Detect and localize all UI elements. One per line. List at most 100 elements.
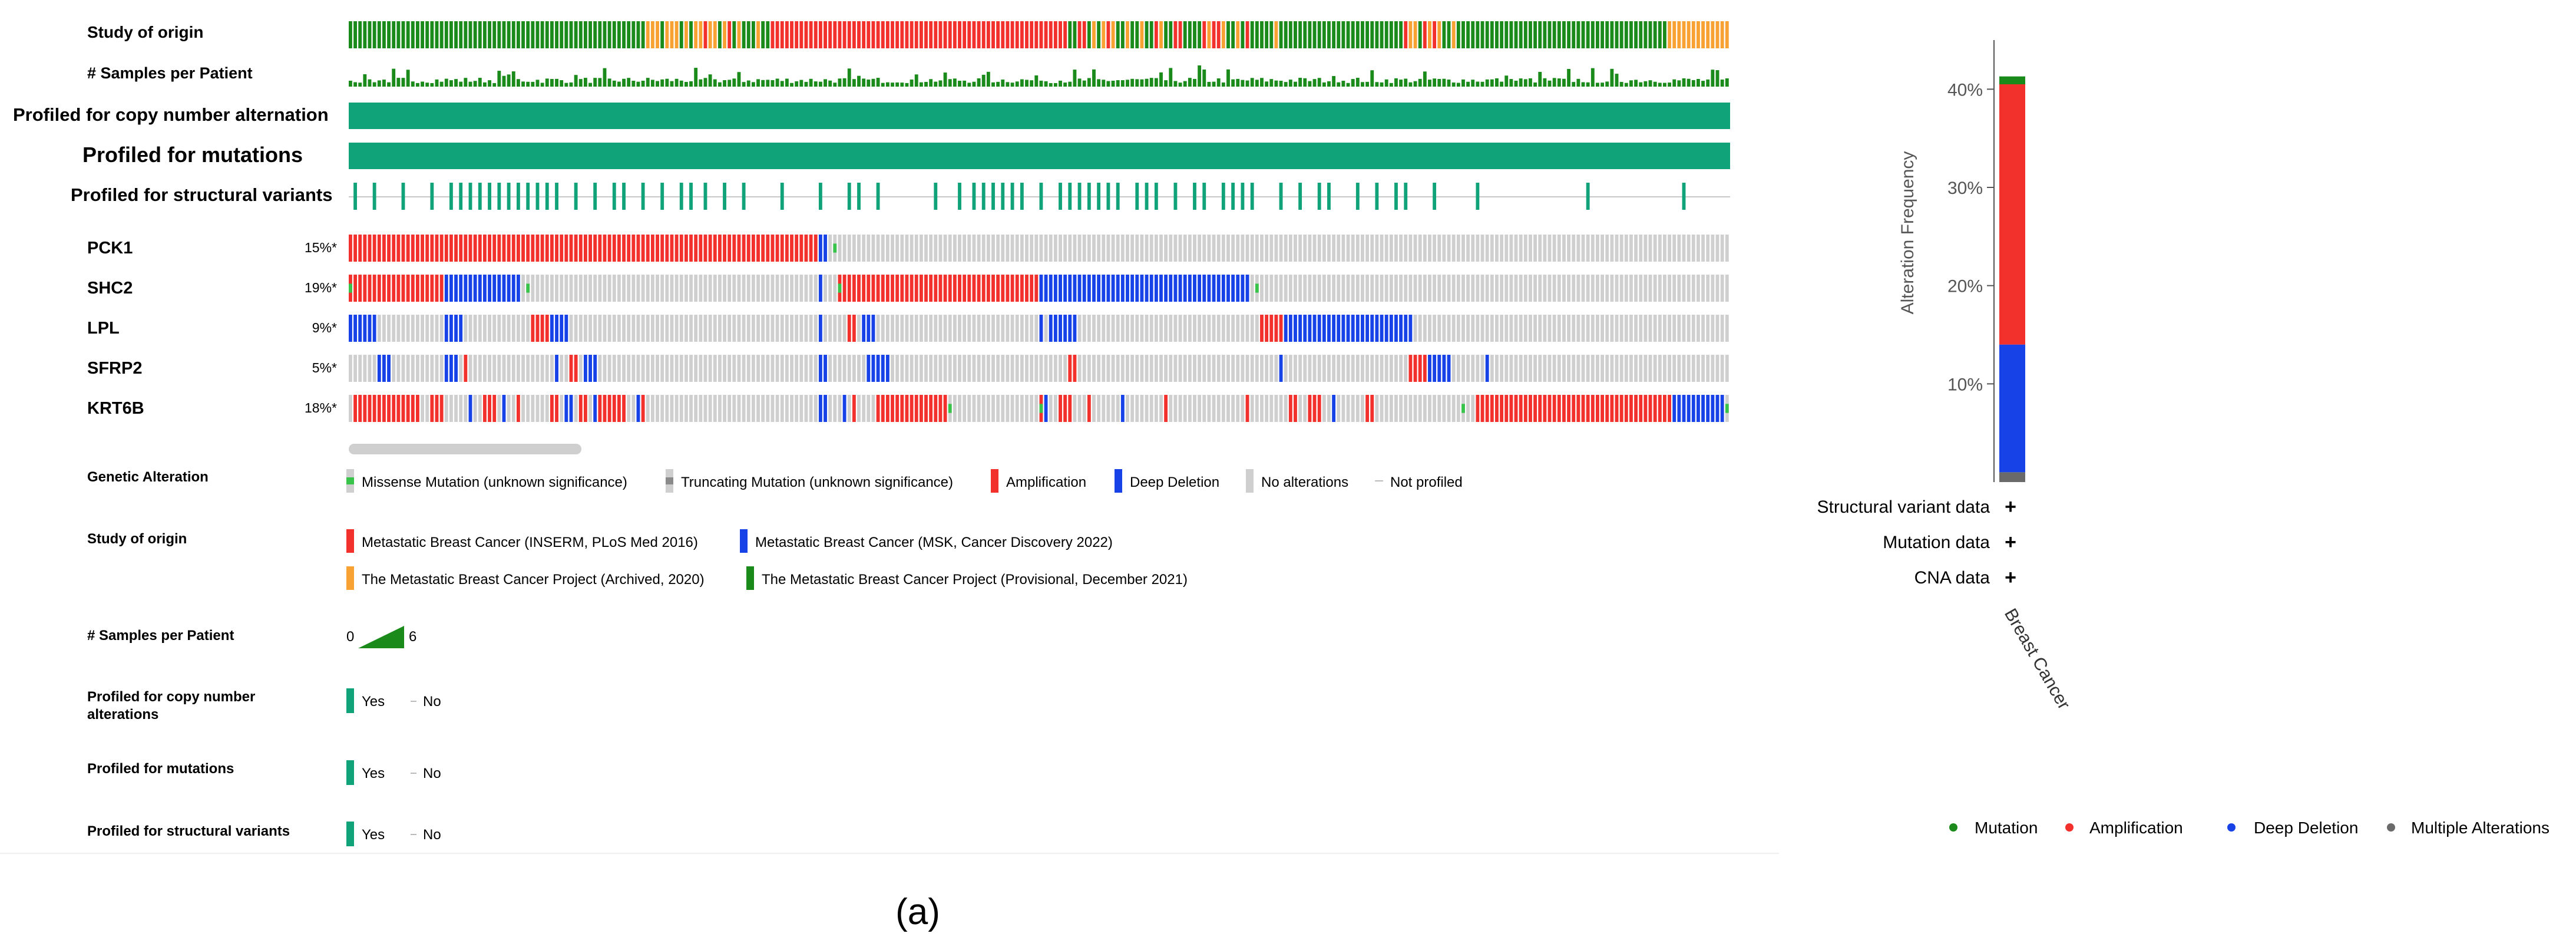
study-cell xyxy=(775,21,779,48)
alteration-cell xyxy=(1697,315,1700,342)
alteration-cell xyxy=(996,355,1000,382)
alteration-cell xyxy=(934,235,938,262)
alteration-cell xyxy=(857,275,861,302)
alteration-cell xyxy=(444,315,448,342)
alteration-cell xyxy=(396,395,401,422)
alteration-cell xyxy=(828,275,832,302)
samples-bar xyxy=(967,83,971,87)
alteration-cell xyxy=(795,315,799,342)
alteration-cell xyxy=(650,355,654,382)
alteration-cell xyxy=(1164,235,1168,262)
alteration-cell xyxy=(1202,235,1206,262)
alteration-cell xyxy=(703,315,707,342)
alteration-cell xyxy=(468,355,472,382)
study-cell xyxy=(1504,21,1509,48)
alteration-cell xyxy=(497,395,501,422)
study-cell xyxy=(1615,21,1619,48)
alteration-cell xyxy=(1567,235,1571,262)
alteration-cell xyxy=(1413,355,1417,382)
samples-bar xyxy=(1624,83,1628,87)
alteration-cell xyxy=(1303,355,1307,382)
study-cell xyxy=(1053,21,1057,48)
alteration-cell xyxy=(1504,315,1509,342)
samples-bar xyxy=(1466,81,1470,87)
alteration-cell xyxy=(1034,315,1039,342)
study-cell xyxy=(588,21,592,48)
alteration-cell xyxy=(1413,235,1417,262)
sv-profiled-cell xyxy=(1010,183,1014,210)
alteration-cell xyxy=(905,355,909,382)
alteration-cell xyxy=(511,315,515,342)
alteration-cell xyxy=(1149,395,1153,422)
alteration-cell xyxy=(482,355,487,382)
alteration-cell xyxy=(1202,355,1206,382)
mutation-mark xyxy=(1255,283,1259,293)
alteration-cell xyxy=(387,275,391,302)
study-cell xyxy=(1269,21,1274,48)
alteration-cell xyxy=(914,275,918,302)
alteration-cell xyxy=(617,275,621,302)
alteration-cell xyxy=(862,315,866,342)
alteration-cell xyxy=(593,395,597,422)
samples-bar xyxy=(1682,78,1686,87)
sv-profiled-cell xyxy=(660,183,664,210)
alteration-cell xyxy=(511,275,515,302)
alteration-cell xyxy=(1077,275,1082,302)
samples-bar xyxy=(914,74,918,87)
alteration-cell xyxy=(1312,315,1317,342)
alteration-cell xyxy=(728,315,732,342)
alteration-cell xyxy=(780,315,784,342)
alteration-cell xyxy=(689,355,693,382)
alteration-cell xyxy=(1260,395,1264,422)
gene-frequency: 15%* xyxy=(305,240,337,255)
alteration-cell xyxy=(756,355,760,382)
alteration-cell xyxy=(617,395,621,422)
alteration-cell xyxy=(713,315,717,342)
study-cell xyxy=(545,21,549,48)
alteration-cell xyxy=(1720,355,1724,382)
alteration-cell xyxy=(756,395,760,422)
alteration-cell xyxy=(1279,355,1283,382)
alteration-cell xyxy=(818,315,822,342)
gene-label: SFRP2 xyxy=(87,359,142,378)
alteration-cell xyxy=(1500,315,1504,342)
gene-frequency: 9%* xyxy=(312,320,337,335)
alteration-cell xyxy=(1068,355,1072,382)
alteration-cell xyxy=(1538,355,1542,382)
alteration-cell xyxy=(1529,315,1532,342)
samples-bar xyxy=(1519,78,1523,87)
alteration-cell xyxy=(444,235,448,262)
scrollbar[interactable] xyxy=(349,444,581,454)
alteration-cell xyxy=(1715,235,1719,262)
plus-icon-cna[interactable]: + xyxy=(2005,566,2016,589)
samples-bar xyxy=(1447,80,1451,87)
alteration-cell xyxy=(1370,275,1374,302)
alteration-cell xyxy=(392,275,396,302)
samples-bar xyxy=(1389,83,1393,87)
study-cell xyxy=(1183,21,1187,48)
alteration-cell xyxy=(795,235,799,262)
alteration-cell xyxy=(938,355,943,382)
alteration-cell xyxy=(1451,275,1456,302)
alteration-cell xyxy=(540,395,544,422)
alteration-cell xyxy=(665,235,669,262)
alteration-cell xyxy=(684,395,688,422)
samples-bar xyxy=(717,82,722,87)
study-cell xyxy=(891,21,894,48)
alteration-cell xyxy=(1658,355,1662,382)
sv-profiled-cell xyxy=(468,183,472,210)
plus-icon-sv[interactable]: + xyxy=(2005,496,2016,518)
samples-bar xyxy=(497,71,501,87)
alteration-cell xyxy=(1092,275,1096,302)
alteration-cell xyxy=(1697,275,1700,302)
alteration-cell xyxy=(775,395,779,422)
alteration-cell xyxy=(771,235,775,262)
alteration-cell xyxy=(857,355,861,382)
alteration-cell xyxy=(574,315,578,342)
alteration-cell xyxy=(751,355,755,382)
alteration-cell xyxy=(1173,235,1178,262)
alteration-cell xyxy=(713,355,717,382)
plus-icon-mutation[interactable]: + xyxy=(2005,531,2016,553)
alteration-cell xyxy=(1245,355,1249,382)
sv-profiled-cell xyxy=(1001,183,1005,210)
